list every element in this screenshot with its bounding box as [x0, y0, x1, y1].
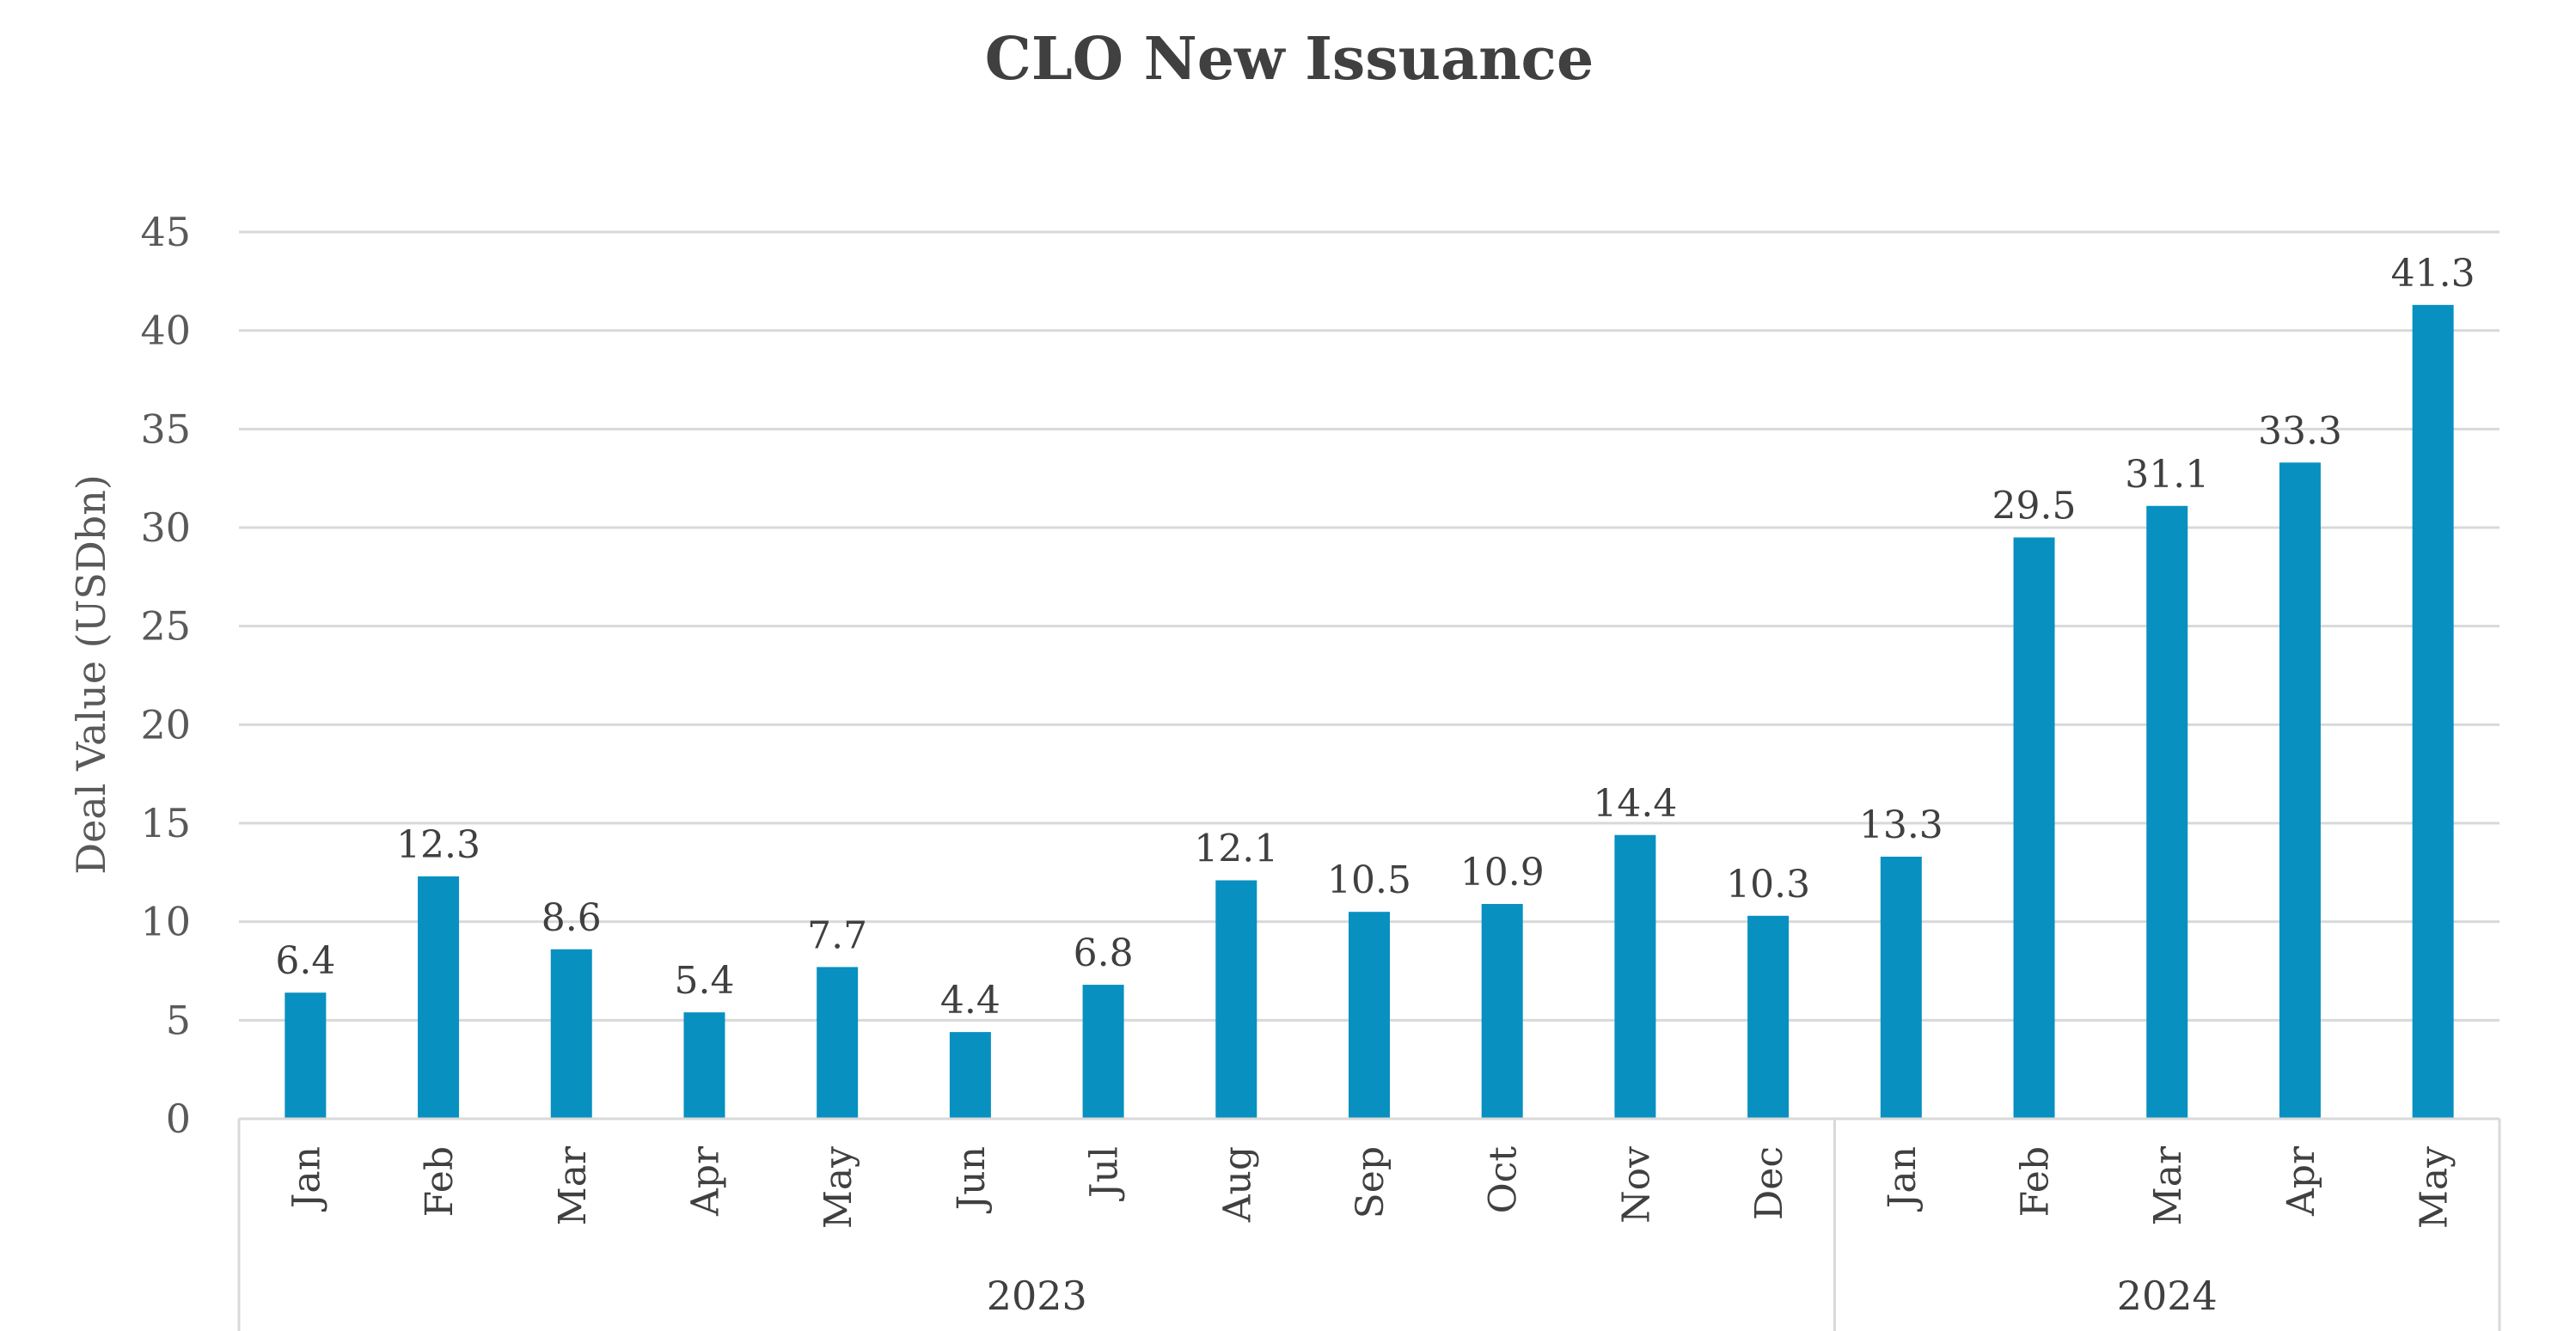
year-group-label: 2024 [2117, 1273, 2218, 1319]
x-tick-label: Feb [418, 1146, 462, 1217]
y-axis-label: Deal Value (USDbn) [68, 474, 114, 875]
data-label: 31.1 [2125, 453, 2209, 497]
x-tick-label: Oct [1482, 1146, 1526, 1214]
data-label: 10.9 [1460, 851, 1545, 894]
data-label: 14.4 [1593, 782, 1677, 826]
bar [1215, 880, 1257, 1119]
data-labels: 6.4 12.3 8.6 5.4 7.7 4.4 6.8 12.1 10.5 10.9 14.4 10… [275, 252, 2475, 1023]
x-tick-label: Nov [1614, 1146, 1658, 1224]
data-label: 4.4 [940, 979, 1000, 1023]
data-label: 5.4 [674, 959, 734, 1003]
y-axis-ticks: 0 5 10 15 20 25 30 35 40 45 [140, 209, 191, 1142]
x-tick-label: Jul [1083, 1146, 1127, 1201]
bar [1481, 904, 1523, 1119]
x-tick-label: Apr [2279, 1145, 2323, 1217]
x-tick-label: Jan [285, 1146, 328, 1212]
y-tick-label: 25 [140, 603, 191, 650]
x-tick-label: Mar [2146, 1145, 2190, 1225]
y-tick-label: 40 [140, 308, 191, 354]
y-tick-label: 20 [140, 701, 191, 748]
x-tick-label: Feb [2014, 1146, 2058, 1217]
x-tick-label: May [817, 1146, 860, 1229]
x-axis: Jan Feb Mar Apr May Jun Jul Aug Sep Oct Nov Dec Jan F… [237, 1117, 2501, 1331]
data-label: 12.1 [1194, 827, 1278, 871]
data-label: 10.3 [1726, 863, 1810, 907]
bar [1349, 912, 1390, 1119]
y-tick-label: 15 [140, 800, 191, 846]
data-label: 29.5 [1992, 484, 2077, 528]
y-tick-label: 5 [166, 997, 191, 1043]
data-label: 33.3 [2258, 409, 2342, 453]
data-label: 8.6 [542, 896, 602, 940]
bar [1880, 856, 1922, 1119]
y-tick-label: 45 [140, 209, 191, 255]
data-label: 12.3 [396, 823, 480, 867]
bar [2013, 537, 2055, 1119]
data-label: 10.5 [1327, 858, 1411, 902]
bar [817, 967, 859, 1119]
x-tick-label: Mar [551, 1145, 595, 1225]
bar [550, 949, 592, 1119]
x-tick-label: May [2413, 1146, 2457, 1229]
data-label: 6.8 [1074, 931, 1134, 975]
bar [683, 1012, 725, 1119]
data-label: 7.7 [807, 913, 867, 957]
x-tick-label: Jan [1881, 1146, 1924, 1212]
y-tick-label: 35 [140, 406, 191, 452]
bar [418, 876, 460, 1119]
data-label: 41.3 [2391, 252, 2475, 296]
chart-title: CLO New Issuance [985, 25, 1594, 94]
y-tick-label: 30 [140, 504, 191, 551]
bar [2279, 462, 2321, 1119]
data-label: 6.4 [275, 939, 335, 983]
bar [2146, 505, 2188, 1119]
x-tick-label: Aug [1215, 1146, 1259, 1223]
data-label: 13.3 [1859, 803, 1943, 847]
bar [1747, 915, 1790, 1119]
bar [2412, 304, 2454, 1119]
bar [1082, 985, 1124, 1119]
gridlines [239, 230, 2500, 1022]
bar [949, 1032, 991, 1119]
x-tick-label: Dec [1747, 1146, 1791, 1220]
x-tick-label: Sep [1349, 1146, 1392, 1218]
x-tick-label: Jun [950, 1146, 994, 1213]
bar [1614, 834, 1656, 1119]
y-tick-label: 10 [140, 899, 191, 945]
y-tick-label: 0 [166, 1096, 191, 1142]
bars [285, 304, 2454, 1119]
x-tick-label: Apr [683, 1145, 727, 1217]
year-group-label: 2023 [987, 1273, 1087, 1319]
bar [285, 992, 327, 1119]
